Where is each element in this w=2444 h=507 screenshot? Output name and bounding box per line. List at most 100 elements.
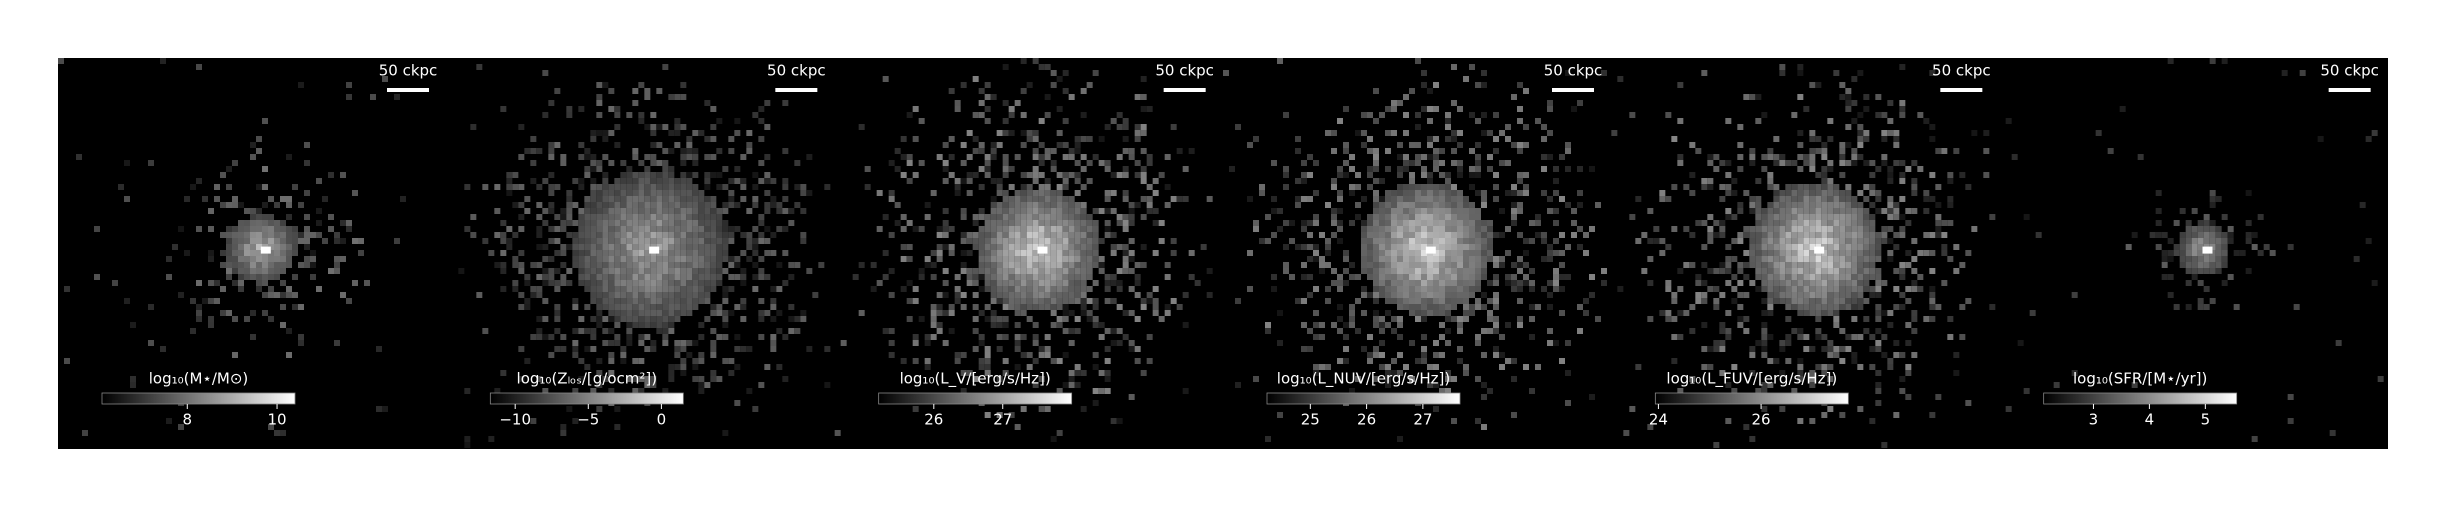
- pixel: [584, 202, 591, 208]
- pixel: [1445, 250, 1451, 256]
- pixel: [1785, 160, 1792, 166]
- pixel: [1433, 136, 1439, 142]
- pixel: [734, 178, 741, 184]
- pixel: [292, 232, 298, 238]
- pixel: [1134, 172, 1141, 178]
- pixel: [1056, 232, 1063, 238]
- pixel: [1935, 232, 1942, 238]
- pixel: [1014, 310, 1021, 316]
- pixel: [1821, 364, 1828, 370]
- pixel: [1845, 160, 1852, 166]
- pixel: [1050, 358, 1057, 364]
- pixel: [1761, 346, 1768, 352]
- pixel: [322, 196, 328, 202]
- pixel: [304, 160, 310, 166]
- pixel: [1779, 268, 1786, 274]
- pixel: [1038, 376, 1045, 382]
- pixel: [476, 292, 483, 298]
- pixel: [818, 262, 825, 268]
- pixel: [1827, 268, 1834, 274]
- pixel: [1851, 100, 1858, 106]
- pixel: [614, 316, 621, 322]
- pixel: [1044, 286, 1051, 292]
- pixel: [936, 232, 943, 238]
- pixel: [554, 88, 561, 94]
- pixel: [1725, 334, 1732, 340]
- pixel: [1409, 256, 1415, 262]
- pixel: [686, 214, 693, 220]
- pixel: [602, 220, 609, 226]
- pixel: [1809, 418, 1816, 424]
- pixel: [1677, 160, 1684, 166]
- pixel: [722, 208, 729, 214]
- pixel: [728, 178, 735, 184]
- pixel: [632, 304, 639, 310]
- pixel: [1845, 226, 1852, 232]
- pixel: [626, 274, 633, 280]
- pixel: [626, 376, 633, 382]
- pixel: [1451, 214, 1457, 220]
- pixel: [1182, 196, 1189, 202]
- pixel: [1002, 322, 1009, 328]
- pixel: [1080, 112, 1087, 118]
- pixel: [1403, 238, 1409, 244]
- pixel: [590, 388, 597, 394]
- pixel: [1761, 310, 1768, 316]
- pixel: [1445, 310, 1451, 316]
- pixel: [280, 292, 286, 298]
- pixel: [1797, 280, 1804, 286]
- pixel: [1044, 112, 1051, 118]
- pixel: [1008, 298, 1015, 304]
- pixel: [1887, 226, 1894, 232]
- pixel: [1845, 142, 1852, 148]
- pixel: [608, 316, 615, 322]
- pixel: [1074, 256, 1081, 262]
- pixel: [1523, 190, 1529, 196]
- pixel: [1809, 214, 1816, 220]
- pixel: [2131, 382, 2138, 388]
- pixel: [1827, 202, 1834, 208]
- pixel: [1905, 322, 1912, 328]
- pixel: [1857, 286, 1864, 292]
- pixel: [1737, 268, 1744, 274]
- pixel: [1601, 70, 1607, 76]
- pixel: [1020, 232, 1027, 238]
- pixel: [1839, 280, 1846, 286]
- pixel: [620, 262, 627, 268]
- pixel: [364, 280, 370, 286]
- pixel: [2203, 232, 2210, 238]
- pixel: [662, 388, 669, 394]
- pixel: [518, 304, 525, 310]
- pixel: [626, 292, 633, 298]
- pixel: [250, 220, 256, 226]
- pixel: [1032, 178, 1039, 184]
- pixel: [1923, 190, 1930, 196]
- pixel: [1523, 364, 1529, 370]
- pixel: [298, 232, 304, 238]
- pixel: [596, 262, 603, 268]
- pixel: [948, 310, 955, 316]
- pixel: [1421, 244, 1427, 250]
- pixel: [1020, 298, 1027, 304]
- pixel: [698, 286, 705, 292]
- pixel: [1821, 310, 1828, 316]
- pixel: [1827, 262, 1834, 268]
- pixel: [626, 256, 633, 262]
- pixel: [1469, 274, 1475, 280]
- pixel: [620, 286, 627, 292]
- pixel: [1062, 286, 1069, 292]
- pixel: [1851, 118, 1858, 124]
- pixel: [1086, 256, 1093, 262]
- pixel: [1445, 232, 1451, 238]
- pixel: [1092, 400, 1099, 406]
- pixel: [1020, 190, 1027, 196]
- pixel: [1074, 280, 1081, 286]
- pixel: [1541, 190, 1547, 196]
- pixel: [1235, 298, 1241, 304]
- pixel: [644, 382, 651, 388]
- pixel: [1026, 250, 1033, 256]
- pixel: [328, 214, 334, 220]
- pixel: [746, 238, 753, 244]
- pixel: [1469, 310, 1475, 316]
- pixel: [686, 154, 693, 160]
